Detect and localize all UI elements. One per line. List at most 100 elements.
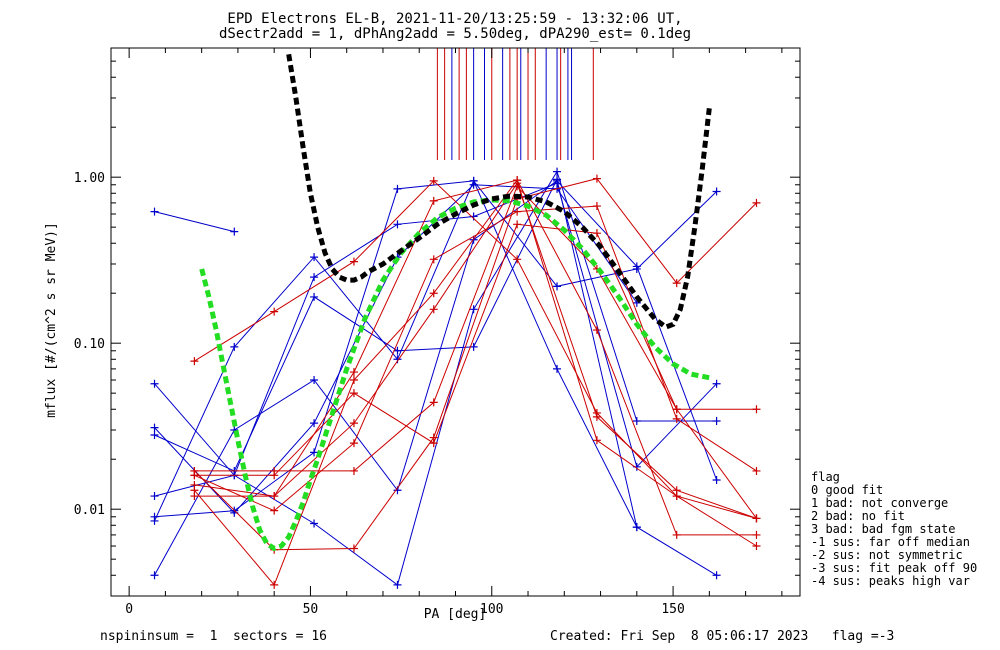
data-point <box>150 207 159 216</box>
data-point <box>712 416 721 425</box>
data-point <box>349 419 358 428</box>
data-point <box>190 480 199 489</box>
data-point <box>513 255 522 264</box>
series-line <box>194 179 757 547</box>
data-point <box>429 255 438 264</box>
series-line <box>154 170 717 586</box>
series-line <box>194 223 757 519</box>
data-point <box>150 571 159 580</box>
data-point <box>270 307 279 316</box>
series-14 <box>190 202 761 515</box>
data-point <box>712 187 721 196</box>
series-line <box>194 182 757 519</box>
fit-curve-black <box>286 53 712 330</box>
data-point <box>310 419 319 428</box>
data-point <box>150 512 159 521</box>
data-point <box>393 580 402 589</box>
legend-item: -4 sus: peaks high var <box>811 574 970 588</box>
x-tick-label: 100 <box>480 602 503 617</box>
data-point <box>672 492 681 501</box>
data-point <box>513 220 522 229</box>
x-tick-label: 0 <box>125 602 133 617</box>
footer-left: nspininsum = 1 sectors = 16 <box>100 629 327 644</box>
data-point <box>672 530 681 539</box>
footer-right: Created: Fri Sep 8 05:06:17 2023 flag =-… <box>550 629 894 644</box>
y-axis-label: mflux [#/(cm^2 s sr MeV)] <box>44 222 59 418</box>
data-point <box>349 439 358 448</box>
data-point <box>190 357 199 366</box>
x-tick-label: 50 <box>303 602 319 617</box>
data-point <box>752 530 761 539</box>
data-point <box>553 175 562 184</box>
data-point <box>752 405 761 414</box>
data-point <box>672 405 681 414</box>
data-point <box>349 257 358 266</box>
data-point <box>429 398 438 407</box>
data-point <box>349 389 358 398</box>
series-13 <box>190 176 761 551</box>
data-point <box>349 466 358 475</box>
data-point <box>310 519 319 528</box>
data-point <box>469 180 478 189</box>
series-line <box>154 184 638 514</box>
data-point <box>150 379 159 388</box>
data-point <box>393 346 402 355</box>
data-point <box>632 416 641 425</box>
data-point <box>429 439 438 448</box>
data-point <box>672 279 681 288</box>
peak-marker-layer <box>436 48 594 160</box>
data-point <box>150 423 159 432</box>
data-point <box>592 326 601 335</box>
axis-layer: 0 50 100 150 0.01 0.10 1.00 <box>74 47 801 617</box>
data-point <box>429 305 438 314</box>
data-point <box>190 492 199 501</box>
data-point <box>712 379 721 388</box>
data-point <box>349 376 358 385</box>
legend-item: -2 sus: not symmetric <box>811 548 963 562</box>
fit-curve-green <box>199 197 710 552</box>
data-point <box>429 196 438 205</box>
legend-item: -3 sus: fit peak off 90 <box>811 561 977 575</box>
data-point <box>592 412 601 421</box>
data-point <box>752 542 761 551</box>
y-tick-label: 0.01 <box>74 503 105 518</box>
data-point <box>553 167 562 176</box>
data-point <box>592 436 601 445</box>
data-point <box>429 289 438 298</box>
series-line <box>154 211 235 233</box>
flag-legend: flag 0 good fit 1 bad: not converge 2 ba… <box>811 470 977 588</box>
legend-item: -1 sus: far off median <box>811 535 970 549</box>
data-point <box>632 523 641 532</box>
data-point <box>469 342 478 351</box>
data-point <box>393 220 402 229</box>
data-point <box>752 466 761 475</box>
data-point <box>513 207 522 216</box>
series-0 <box>150 207 239 236</box>
series-line <box>154 180 718 576</box>
series-3 <box>150 167 721 589</box>
data-point <box>469 305 478 314</box>
data-point <box>230 342 239 351</box>
series-layer <box>150 167 761 589</box>
fit-layer <box>199 53 712 552</box>
data-point <box>230 227 239 236</box>
legend-item: 3 bad: bad fgm state <box>811 522 956 536</box>
series-15 <box>190 220 761 523</box>
data-point <box>592 202 601 211</box>
data-point <box>752 514 761 523</box>
y-tick-label: 1.00 <box>74 171 105 186</box>
x-axis-label: PA [deg] <box>424 607 487 622</box>
data-point <box>632 264 641 273</box>
data-point <box>349 368 358 377</box>
data-point <box>310 273 319 282</box>
data-point <box>270 492 279 501</box>
series-line <box>194 179 757 586</box>
data-point <box>553 364 562 373</box>
data-point <box>150 492 159 501</box>
data-point <box>393 355 402 364</box>
data-point <box>349 544 358 553</box>
series-line <box>194 205 757 512</box>
data-point <box>393 184 402 193</box>
data-point <box>270 471 279 480</box>
